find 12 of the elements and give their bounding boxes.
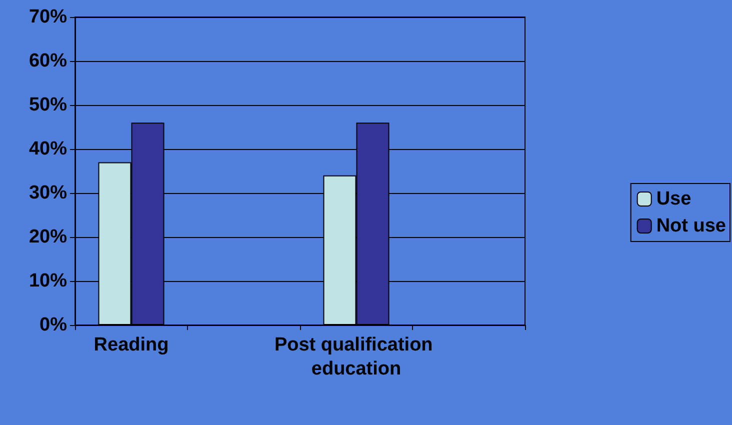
y-tick-label: 0% <box>40 314 68 336</box>
y-tick-label: 10% <box>28 270 68 292</box>
y-tick-label: 30% <box>28 182 68 204</box>
y-tick-label: 60% <box>28 50 68 72</box>
legend-label: Not use <box>656 216 726 236</box>
y-tick-label: 70% <box>28 6 68 28</box>
y-tick-label: 20% <box>28 226 68 248</box>
y-tick-label: 50% <box>28 94 68 116</box>
legend-label: Use <box>656 188 692 210</box>
x-tick-label: Reading <box>94 334 169 356</box>
y-tick-label: 40% <box>28 138 68 160</box>
x-tick-label: Post qualification education <box>274 334 438 380</box>
